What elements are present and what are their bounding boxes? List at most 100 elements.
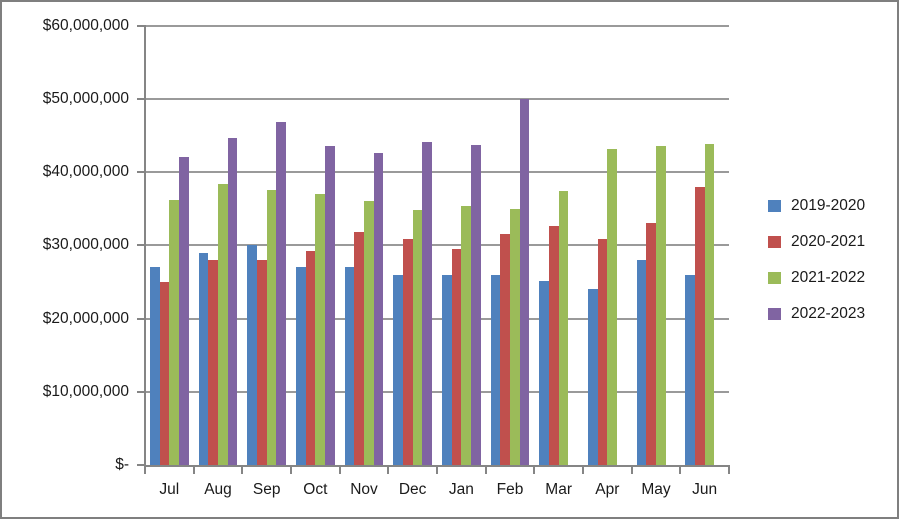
y-axis-tick (137, 390, 145, 393)
y-axis-tick-label: $30,000,000 (42, 236, 129, 254)
bar-2020-2021-Dec (402, 239, 413, 465)
bar-2019-2020-Dec (393, 274, 403, 465)
y-axis-tick-label: $60,000,000 (42, 16, 129, 34)
gridline (145, 317, 729, 320)
y-axis-tick (137, 244, 145, 247)
bar-2020-2021-Oct (305, 251, 316, 465)
bar-2022-2023-Jul (179, 157, 189, 465)
gridline (145, 24, 729, 27)
bar-2022-2023-Dec (422, 141, 433, 465)
bar-2022-2023-Nov (373, 152, 384, 465)
legend-label: 2020-2021 (791, 233, 866, 250)
x-axis-category-label: Sep (252, 481, 281, 498)
y-axis-line (144, 24, 146, 467)
x-axis-tick (192, 465, 195, 474)
bar-2020-2021-Sep (256, 259, 267, 465)
x-axis-tick (241, 465, 244, 474)
bar-2020-2021-Jun (694, 187, 705, 465)
bar-2022-2023-Sep (276, 122, 287, 465)
bar-2021-2022-Dec (412, 210, 423, 465)
bar-2019-2020-Sep (247, 245, 257, 465)
bar-2019-2020-Mar (539, 281, 549, 465)
y-axis-tick-label: $20,000,000 (42, 309, 129, 327)
legend-swatch-icon (768, 236, 781, 248)
x-axis-category-label: Aug (204, 481, 232, 498)
bar-2020-2021-Jan (451, 248, 462, 465)
bar-2022-2023-Jan (471, 144, 481, 465)
bar-2022-2023-Aug (227, 137, 238, 465)
legend-item-2021-2022: 2021-2022 (768, 266, 865, 290)
x-axis-category-label: Apr (595, 481, 620, 498)
y-axis-tick-label: $40,000,000 (42, 163, 129, 180)
chart-legend: 2019-2020 2020-2021 2021-2022 2022-2023 (768, 194, 865, 338)
bar-2020-2021-Jul (159, 281, 170, 465)
bar-2020-2021-Aug (208, 259, 218, 465)
x-axis-category-label: Jan (448, 481, 474, 498)
bar-2021-2022-Mar (558, 191, 569, 465)
x-axis-tick (338, 465, 341, 474)
legend-item-2019-2020: 2019-2020 (768, 194, 865, 218)
gridline (145, 97, 729, 100)
bar-2019-2020-May (636, 259, 647, 465)
y-axis-tick (137, 24, 145, 27)
gridline (145, 171, 729, 173)
bar-2019-2020-Jun (685, 274, 695, 465)
bar-2019-2020-Apr (587, 289, 598, 465)
bar-2021-2022-Feb (510, 208, 520, 465)
x-axis-category-label: May (641, 481, 671, 498)
y-axis-tick-label: $10,000,000 (42, 382, 129, 400)
x-axis-tick (728, 465, 730, 474)
y-axis-tick (137, 171, 145, 173)
x-axis-category-label: Oct (303, 481, 328, 498)
bar-2021-2022-Apr (607, 149, 618, 465)
bar-2021-2022-Aug (218, 183, 228, 465)
x-axis-category-label: Mar (545, 481, 572, 498)
x-axis-tick (630, 465, 633, 474)
bar-2020-2021-Nov (354, 232, 364, 465)
y-axis-tick (137, 464, 145, 466)
bar-2021-2022-Jul (169, 199, 180, 465)
y-axis-tick-label: $50,000,000 (42, 89, 129, 107)
bar-2021-2022-May (656, 145, 666, 465)
bar-2022-2023-Oct (325, 146, 335, 465)
y-axis-tick (137, 97, 145, 100)
x-axis-tick (533, 465, 536, 474)
bar-2020-2021-Feb (500, 234, 510, 465)
x-axis-category-label: Feb (496, 481, 524, 498)
legend-swatch-icon (768, 272, 781, 284)
legend-item-2022-2023: 2022-2023 (768, 302, 865, 326)
legend-item-2020-2021: 2020-2021 (768, 230, 865, 254)
bar-2021-2022-Oct (315, 193, 326, 465)
bar-2019-2020-Oct (295, 267, 306, 465)
bar-2019-2020-Nov (344, 267, 355, 465)
x-axis-tick (144, 465, 146, 474)
bar-2019-2020-Jan (441, 274, 452, 465)
bar-2019-2020-Feb (490, 274, 501, 465)
x-axis-category-label: Nov (350, 481, 378, 498)
bar-2021-2022-Nov (364, 200, 374, 465)
legend-label: 2022-2023 (791, 305, 866, 322)
x-axis-category-label: Jun (692, 481, 718, 498)
y-axis-tick (137, 317, 145, 320)
bar-2020-2021-Mar (548, 226, 559, 465)
bar-2021-2022-Jan (461, 205, 472, 465)
x-axis-tick (484, 465, 487, 474)
bar-2021-2022-Sep (266, 189, 277, 465)
bar-2021-2022-Jun (704, 144, 715, 465)
x-axis-tick (582, 465, 584, 474)
x-axis-category-label: Jul (159, 481, 180, 498)
gridline (145, 390, 729, 393)
x-axis-tick (290, 465, 292, 474)
bar-2022-2023-Feb (519, 98, 530, 465)
gridline (145, 244, 729, 247)
bar-2020-2021-Apr (597, 239, 608, 465)
y-axis-tick-label: $- (115, 456, 129, 473)
legend-label: 2019-2020 (791, 197, 866, 214)
x-axis-tick (436, 465, 438, 474)
legend-label: 2021-2022 (791, 269, 866, 286)
x-axis-tick (387, 465, 390, 474)
legend-swatch-icon (768, 200, 781, 212)
bar-2019-2020-Aug (198, 252, 209, 465)
x-axis-tick (679, 465, 682, 474)
